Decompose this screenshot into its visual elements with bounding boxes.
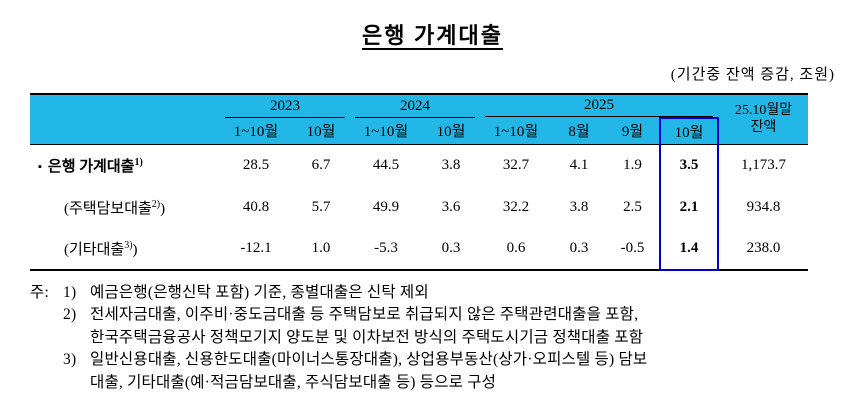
value-cell-highlighted: 1.4 <box>659 228 719 271</box>
table-row-bank-household-loans: ▪ 은행 가계대출1) 28.5 6.7 44.5 3.8 32.7 4.1 1.… <box>30 144 808 186</box>
year-header-2024: 2024 <box>350 94 480 118</box>
value-cell-highlighted: 3.5 <box>659 144 719 186</box>
footnote-marker: 1) <box>134 156 143 168</box>
footnote-item-1: 주: 1) 예금은행(은행신탁 포함) 기준, 종별대출은 신탁 제외 <box>30 282 835 304</box>
value-cell: 0.3 <box>569 240 589 256</box>
year-header-2025: 2025 <box>480 94 718 118</box>
footnote-marker: 3) <box>124 240 133 251</box>
footnote-item-3: 3) 일반신용대출, 신용한도대출(마이너스통장대출), 상업용부동산(상가·오… <box>30 349 835 394</box>
year-label: 2024 <box>355 98 475 118</box>
value-cell: -12.1 <box>240 240 272 256</box>
footnote-line: 전세자금대출, 이주비·중도금대출 등 주택담보로 취급되지 않은 주택관련대출… <box>90 306 639 324</box>
footnote-line: 일반신용대출, 신용한도대출(마이너스통장대출), 상업용부동산(상가·오피스텔… <box>90 351 648 369</box>
period-header: 1~10월 <box>220 118 292 145</box>
row-label-text: (기타대출 <box>64 242 125 258</box>
balance-cell: 238.0 <box>746 240 781 256</box>
value-cell: 32.7 <box>502 156 530 173</box>
balance-cell: 1,173.7 <box>741 156 786 173</box>
row-label-suffix: ) <box>132 242 138 258</box>
footnote-marker: 2) <box>151 198 161 210</box>
page: 은행 가계대출 (기간중 잔액 증감, 조원) 2023 2024 2025 <box>30 18 835 394</box>
row-label: (주택담보대출2)) <box>30 186 220 228</box>
value-cell: 1.9 <box>623 156 642 173</box>
footnote-number: 3) <box>63 351 77 369</box>
footnote-text: 예금은행(은행신탁 포함) 기준, 종별대출은 신탁 제외 <box>90 282 835 304</box>
footnote-number: 1) <box>63 284 77 301</box>
value-cell: 32.2 <box>502 198 530 215</box>
footnote-prefix: 주: <box>30 284 49 301</box>
footnote-text: 일반신용대출, 신용한도대출(마이너스통장대출), 상업용부동산(상가·오피스텔… <box>90 349 835 394</box>
footnote-line: 한국주택금융공사 정책모기지 양도분 및 이차보전 방식의 주택도시기금 정책대… <box>90 328 644 346</box>
year-label: 2025 <box>485 97 713 117</box>
value-cell: 0.3 <box>441 240 461 256</box>
corner-header <box>30 94 220 145</box>
value-cell: 40.8 <box>242 198 270 215</box>
value-cell: 1.0 <box>311 240 331 256</box>
row-label: (기타대출3)) <box>30 228 220 270</box>
year-header-row: 2023 2024 2025 25.10월말 잔액 <box>30 94 808 145</box>
value-cell: 28.5 <box>242 156 270 173</box>
footnote-text: 전세자금대출, 이주비·중도금대출 등 주택담보로 취급되지 않은 주택관련대출… <box>90 304 835 349</box>
footnote-prefix-spacer <box>30 304 63 349</box>
value-cell-highlighted: 2.1 <box>659 186 719 228</box>
loan-table: 2023 2024 2025 25.10월말 잔액 1~10월 10월 1~10… <box>30 93 808 271</box>
footnote-line: 예금은행(은행신탁 포함) 기준, 종별대출은 신탁 제외 <box>90 284 429 301</box>
square-bullet-icon: ▪ <box>38 160 42 173</box>
row-label-text: (주택담보대출 <box>64 200 152 217</box>
value-cell: 0.6 <box>506 240 526 256</box>
footnote-number: 2) <box>63 306 77 324</box>
page-title: 은행 가계대출 <box>30 18 835 50</box>
value-cell: 49.9 <box>372 198 400 215</box>
table-header: 2023 2024 2025 25.10월말 잔액 1~10월 10월 1~10… <box>30 94 808 145</box>
row-label-text: 은행 가계대출 <box>47 158 135 175</box>
row-label: ▪ 은행 가계대출1) <box>30 144 220 186</box>
balance-header: 25.10월말 잔액 <box>718 94 808 145</box>
table-body: ▪ 은행 가계대출1) 28.5 6.7 44.5 3.8 32.7 4.1 1.… <box>30 144 808 271</box>
value-cell: -0.5 <box>620 240 645 256</box>
value-cell: 3.6 <box>441 198 461 215</box>
balance-cell: 934.8 <box>746 198 781 215</box>
year-label: 2023 <box>225 98 345 118</box>
period-header-highlighted: 10월 <box>659 117 719 145</box>
value-cell: 5.7 <box>311 198 331 215</box>
period-header: 10월 <box>292 118 350 145</box>
value-cell: -5.3 <box>374 240 398 256</box>
value-cell: 4.1 <box>569 156 589 173</box>
value-cell: 2.5 <box>623 198 642 215</box>
period-header-row: 1~10월 10월 1~10월 10월 1~10월 8월 9월 10월 <box>30 117 808 145</box>
page-title-text: 은행 가계대출 <box>362 23 503 48</box>
table-row-mortgage-loans: (주택담보대출2)) 40.8 5.7 49.9 3.6 32.2 3.8 2.… <box>30 186 808 228</box>
footnote-prefix-spacer <box>30 349 63 394</box>
value-cell: 6.7 <box>311 156 331 173</box>
value-cell: 3.8 <box>441 156 461 173</box>
unit-note: (기간중 잔액 증감, 조원) <box>670 67 835 83</box>
value-cell: 3.8 <box>569 198 589 215</box>
row-label-suffix: ) <box>160 200 166 217</box>
table-row-other-loans: (기타대출3)) -12.1 1.0 -5.3 0.3 0.6 0.3 -0.5… <box>30 228 808 271</box>
period-header: 9월 <box>606 118 660 145</box>
balance-header-line1: 25.10월말 <box>734 103 793 119</box>
footnote-line: 대출, 기타대출(예·적금담보대출, 주식담보대출 등) 등으로 구성 <box>90 373 497 391</box>
year-header-2023: 2023 <box>220 94 350 118</box>
value-cell: 44.5 <box>372 156 400 173</box>
balance-header-line2: 잔액 <box>750 120 777 136</box>
period-header: 1~10월 <box>350 118 422 145</box>
footnote-item-2: 2) 전세자금대출, 이주비·중도금대출 등 주택담보로 취급되지 않은 주택관… <box>30 304 835 349</box>
period-header: 8월 <box>552 118 606 145</box>
period-header: 10월 <box>422 118 480 145</box>
footnotes: 주: 1) 예금은행(은행신탁 포함) 기준, 종별대출은 신탁 제외 2) 전… <box>30 282 835 394</box>
period-header: 1~10월 <box>480 118 552 145</box>
